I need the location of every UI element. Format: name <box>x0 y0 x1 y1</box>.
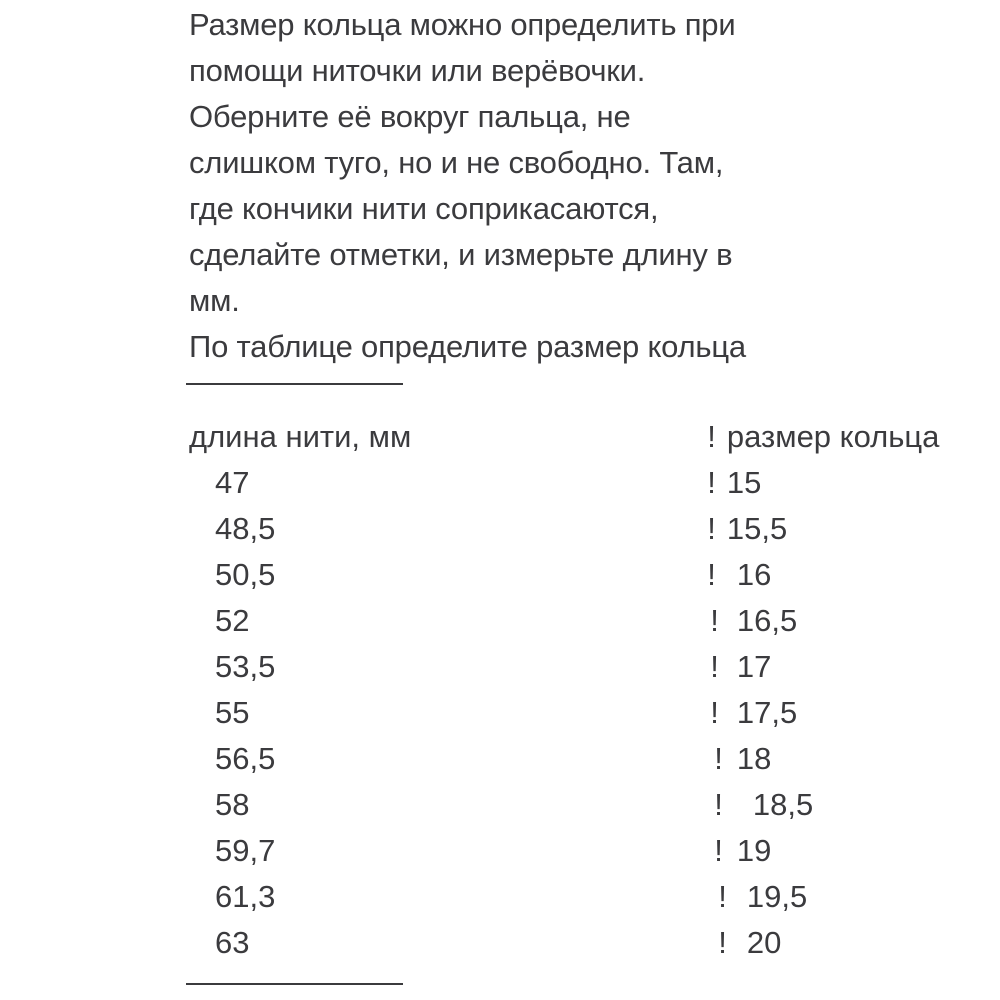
cell-thread-length: 47 <box>215 465 250 500</box>
cell-ring-size: 16,5 <box>736 603 798 638</box>
cell-ring-size: 17,5 <box>736 695 798 730</box>
ring-size-table-body: длина нити, мм ! размер кольца 47! 15 48,5… <box>189 414 939 966</box>
ring-size-table: длина нити, мм ! размер кольца 47! 15 48,5… <box>189 414 939 966</box>
intro-line: сделайте отметки, и измерьте длину в <box>189 237 733 272</box>
intro-line: помощи ниточки или верёвочки. <box>189 53 646 88</box>
table-row: 63! 20 <box>189 920 939 966</box>
intro-paragraph: Размер кольца можно определить при помощи… <box>189 2 809 370</box>
table-bottom-divider: ——————— <box>186 972 403 992</box>
table-row: 50,5! 16 <box>189 552 939 598</box>
intro-line: Оберните её вокруг пальца, не <box>189 99 631 134</box>
table-header-row: длина нити, мм ! размер кольца <box>189 414 939 460</box>
intro-line: где кончики нити соприкасаются, <box>189 191 659 226</box>
cell-thread-length: 50,5 <box>215 557 276 592</box>
table-top-divider: ——————— <box>186 372 403 392</box>
header-ring-size: размер кольца <box>726 419 940 454</box>
intro-line: слишком туго, но и не свободно. Там, <box>189 145 724 180</box>
cell-thread-length: 59,7 <box>215 833 276 868</box>
cell-ring-size: 15,5 <box>726 511 788 546</box>
cell-separator: ! <box>707 557 716 592</box>
cell-ring-size: 18 <box>736 741 772 776</box>
cell-separator: ! <box>710 603 719 638</box>
table-row: 56,5! 18 <box>189 736 939 782</box>
cell-separator: ! <box>718 879 727 914</box>
intro-line: По таблице определите размер кольца <box>189 329 746 364</box>
cell-ring-size: 16 <box>736 557 772 592</box>
table-row: 61,3! 19,5 <box>189 874 939 920</box>
cell-separator: ! <box>710 695 719 730</box>
cell-separator: ! <box>710 649 719 684</box>
table-row: 52! 16,5 <box>189 598 939 644</box>
table-row: 47! 15 <box>189 460 939 506</box>
header-separator: ! <box>707 419 716 454</box>
cell-separator: ! <box>707 465 716 500</box>
cell-thread-length: 53,5 <box>215 649 276 684</box>
cell-separator: ! <box>714 833 723 868</box>
cell-ring-size: 19 <box>736 833 772 868</box>
table-row: 59,7! 19 <box>189 828 939 874</box>
cell-thread-length: 61,3 <box>215 879 276 914</box>
cell-separator: ! <box>707 511 716 546</box>
table-row: 55! 17,5 <box>189 690 939 736</box>
cell-thread-length: 63 <box>215 925 250 960</box>
intro-line: мм. <box>189 283 240 318</box>
intro-line: Размер кольца можно определить при <box>189 7 736 42</box>
table-row: 58! 18,5 <box>189 782 939 828</box>
cell-ring-size: 18,5 <box>752 787 814 822</box>
cell-ring-size: 15 <box>726 465 762 500</box>
cell-thread-length: 58 <box>215 787 250 822</box>
cell-separator: ! <box>718 925 727 960</box>
cell-ring-size: 20 <box>746 925 782 960</box>
table-row: 53,5! 17 <box>189 644 939 690</box>
cell-thread-length: 56,5 <box>215 741 276 776</box>
cell-ring-size: 17 <box>736 649 772 684</box>
cell-ring-size: 19,5 <box>746 879 808 914</box>
header-thread-length: длина нити, мм <box>189 419 412 454</box>
table-row: 48,5! 15,5 <box>189 506 939 552</box>
cell-thread-length: 48,5 <box>215 511 276 546</box>
cell-thread-length: 55 <box>215 695 250 730</box>
cell-separator: ! <box>714 787 723 822</box>
cell-thread-length: 52 <box>215 603 250 638</box>
cell-separator: ! <box>714 741 723 776</box>
